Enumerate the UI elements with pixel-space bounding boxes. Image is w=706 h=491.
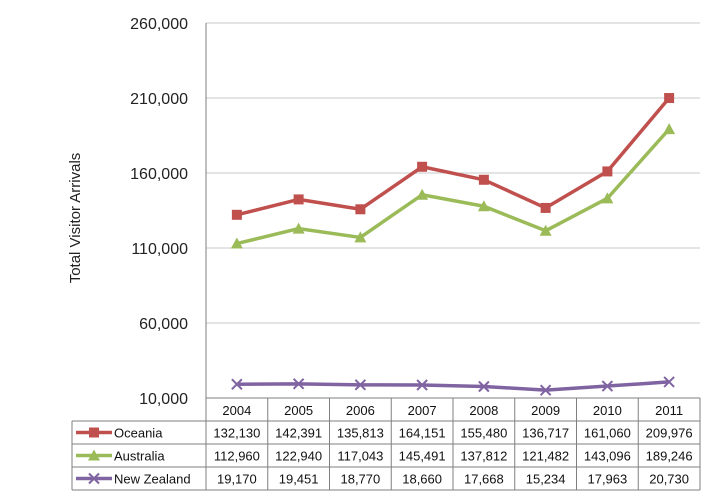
data-point: [663, 376, 675, 388]
data-point: [231, 209, 242, 220]
table-cell: 18,660: [402, 472, 442, 487]
table-cell: 15,234: [526, 472, 566, 487]
table-cell: 19,170: [217, 472, 257, 487]
y-tick-label: 60,000: [139, 316, 188, 333]
x-tick-label: 2009: [531, 403, 560, 418]
data-point: [601, 380, 614, 392]
table-cell: 164,151: [399, 426, 446, 441]
table-cell: 19,451: [279, 472, 319, 487]
legend-key: [76, 472, 112, 485]
table-cell: 209,976: [646, 426, 693, 441]
legend-label: New Zealand: [114, 472, 191, 487]
y-tick-label: 110,000: [131, 241, 188, 258]
table-cell: 189,246: [646, 449, 693, 464]
table-cell: 121,482: [522, 449, 569, 464]
table-cell: 112,960: [214, 449, 260, 464]
series-lines: [230, 93, 676, 396]
data-point: [293, 194, 304, 205]
legend-label: Oceania: [114, 426, 163, 441]
x-tick-label: 2010: [593, 403, 622, 418]
table-cell: 122,940: [275, 449, 322, 464]
table-cell: 135,813: [337, 426, 384, 441]
x-tick-label: 2006: [346, 403, 375, 418]
x-tick-label: 2004: [222, 403, 251, 418]
series-new-zealand: [231, 376, 675, 396]
data-point: [602, 166, 613, 177]
y-tick-label: 260,000: [130, 16, 188, 33]
data-point: [88, 472, 100, 485]
y-tick-label: 210,000: [130, 91, 188, 108]
table-cell: 142,391: [275, 426, 322, 441]
data-point: [292, 378, 305, 390]
series-line: [236, 127, 671, 246]
data-point: [664, 93, 675, 104]
y-tick-label: 160,000: [130, 166, 188, 183]
table-cell: 18,770: [340, 472, 380, 487]
series-line: [236, 380, 670, 392]
data-point: [417, 161, 428, 172]
data-point: [354, 379, 367, 391]
legend-key: [76, 449, 112, 461]
data-point: [355, 204, 366, 215]
data-point: [292, 222, 305, 234]
data-point: [416, 379, 428, 391]
table-cell: 132,130: [213, 426, 260, 441]
x-tick-label: 2007: [408, 403, 437, 418]
table-cell: 161,060: [584, 426, 631, 441]
x-tick-label: 2011: [655, 403, 683, 418]
data-point: [477, 200, 490, 212]
data-point: [478, 380, 490, 393]
data-point: [230, 237, 243, 249]
x-tick-label: 2005: [284, 403, 313, 418]
data-table: 2004 2005 2006 2007 2008 2009 2010 2011 Oceania 1…: [71, 397, 701, 491]
y-tick-label: 10,000: [139, 391, 188, 408]
series-line: [236, 96, 671, 217]
data-point: [89, 427, 99, 438]
table-cell: 17,963: [587, 472, 627, 487]
table-cell: 20,730: [649, 472, 689, 487]
series-oceania: [231, 93, 675, 220]
data-point: [416, 188, 429, 200]
data-point: [231, 378, 243, 390]
data-point: [539, 384, 552, 396]
table-cell: 143,096: [584, 449, 631, 464]
data-point: [601, 192, 614, 204]
data-point: [354, 231, 367, 243]
legend-key: [76, 427, 112, 438]
table-cell: 117,043: [337, 449, 383, 464]
table-cell: 155,480: [460, 426, 507, 441]
series-australia: [230, 123, 676, 249]
data-point: [539, 224, 552, 236]
table-cell: 17,668: [464, 472, 504, 487]
legend-label: Australia: [114, 449, 165, 464]
data-point: [663, 123, 676, 135]
x-tick-label: 2008: [469, 403, 498, 418]
data-point: [478, 174, 489, 185]
data-point: [88, 449, 100, 461]
y-tick-labels: 10,000 60,000 110,000 160,000 210,000 260,000: [130, 16, 188, 408]
table-cell: 136,717: [522, 426, 569, 441]
table-cell: 137,812: [460, 449, 507, 464]
data-point: [540, 202, 551, 213]
y-axis-label: Total Visitor Arrivals: [67, 153, 84, 284]
table-cell: 145,491: [399, 449, 446, 464]
